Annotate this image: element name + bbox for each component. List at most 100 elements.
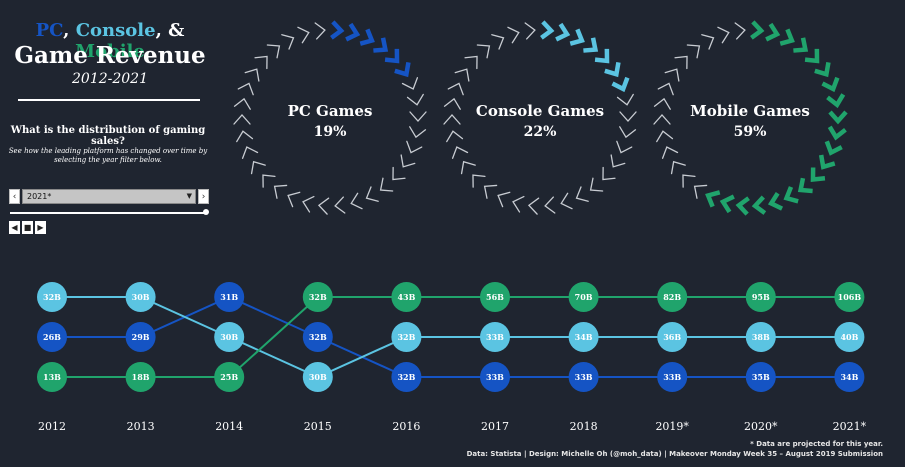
gauge-chevron: [345, 22, 361, 42]
gauge-chevron: [233, 114, 251, 125]
data-point-pc: [568, 362, 599, 392]
gauge-label: Mobile Games: [690, 102, 810, 120]
gauge-chevron: [544, 196, 556, 214]
gauge-pc: PC Games 19%: [233, 20, 427, 215]
x-tick-label: 2014: [215, 420, 243, 433]
play-forward-button[interactable]: ▶: [35, 221, 46, 234]
data-label-mobile: 95B: [752, 292, 770, 302]
data-point-mobile: [391, 282, 422, 312]
gauge-chevron: [464, 55, 478, 70]
data-label-mobile: 82B: [663, 292, 681, 302]
data-label-console: 30B: [309, 372, 327, 382]
gauge-chevron: [317, 197, 330, 215]
year-select[interactable]: 2021* ▼: [22, 189, 196, 204]
play-back-button[interactable]: ◀: [9, 221, 20, 234]
gauge-chevron: [610, 154, 626, 168]
gauge-chevron: [409, 111, 427, 122]
data-point-mobile: [745, 282, 776, 312]
gauge-chevron: [497, 191, 511, 208]
gauge-chevron: [409, 126, 427, 139]
gauge-percent: 19%: [314, 124, 347, 140]
gauge-chevron: [804, 48, 820, 64]
data-point-mobile: [214, 362, 245, 392]
gauge-chevron: [719, 194, 735, 214]
play-stop-button[interactable]: ■: [22, 221, 33, 234]
gauge-chevron: [483, 184, 498, 199]
data-label-console: 36B: [663, 332, 681, 342]
gauge-chevron: [334, 196, 346, 214]
series-line-console: [52, 296, 850, 379]
gauge-chevron: [589, 177, 604, 192]
x-tick-label: 2012: [38, 420, 66, 433]
gauge-chevron: [814, 62, 831, 78]
data-point-mobile: [657, 282, 688, 312]
gauge-chevron: [365, 186, 379, 202]
gauge-chevron: [821, 76, 840, 93]
gauge-chevron: [406, 93, 424, 106]
gauge-label: Console Games: [476, 102, 604, 120]
data-label-console: 38B: [752, 332, 770, 342]
data-point-pc: [834, 362, 865, 392]
gauge-chevron: [619, 126, 637, 139]
gauge-chevron: [254, 55, 268, 70]
x-tick-label: 2013: [127, 420, 155, 433]
gauge-mobile: Mobile Games 59%: [653, 20, 848, 216]
gauge-chevron: [281, 34, 295, 50]
gauge-percent: 59%: [734, 124, 767, 140]
gauge-chevron: [236, 130, 254, 143]
data-point-mobile: [125, 362, 156, 392]
gauge-chevron: [797, 177, 813, 194]
gauge-chevron: [443, 114, 461, 125]
data-label-pc: 33B: [575, 372, 593, 382]
data-label-pc: 32B: [397, 372, 415, 382]
gauge-chevron: [701, 34, 715, 50]
data-point-console: [745, 322, 776, 352]
gauge-chevron: [373, 37, 389, 53]
x-tick-label: 2015: [304, 420, 332, 433]
gauge-chevron: [828, 110, 848, 125]
year-slider-track[interactable]: [10, 212, 208, 214]
gauge-chevron: [394, 62, 411, 78]
gauge-chevron: [350, 192, 363, 210]
gauge-chevron: [524, 22, 536, 40]
gauge-chevron: [330, 20, 345, 40]
gauge-chevron: [827, 125, 847, 141]
data-label-console: 32B: [43, 292, 61, 302]
gauge-chevron: [250, 160, 266, 175]
x-tick-label: 2021*: [833, 420, 867, 433]
data-label-console: 33B: [486, 332, 504, 342]
x-tick-label: 2020*: [744, 420, 778, 433]
gauge-chevron: [472, 174, 486, 188]
gauge-chevron: [705, 190, 721, 208]
gauge-chevron: [765, 22, 781, 42]
page-title: Game Revenue: [14, 42, 206, 69]
data-point-mobile: [302, 282, 333, 312]
gauge-chevron: [527, 197, 540, 215]
next-year-button[interactable]: ›: [198, 189, 209, 204]
x-tick-label: 2017: [481, 420, 509, 433]
previous-year-button[interactable]: ‹: [9, 189, 20, 204]
gauge-chevron: [810, 167, 826, 183]
credits: Data: Statista | Design: Michelle Oh (@m…: [466, 450, 883, 458]
gauge-chevron: [241, 146, 259, 159]
gauge-chevron: [611, 76, 630, 93]
gauge-chevron: [491, 34, 505, 50]
gauge-chevron: [826, 93, 846, 109]
gauge-chevron: [670, 160, 686, 175]
data-label-pc: 35B: [752, 372, 770, 382]
year-slider-handle[interactable]: [203, 209, 209, 215]
gauge-chevron: [793, 37, 809, 53]
gauge-chevron: [451, 146, 469, 159]
gauge-chevron: [233, 97, 251, 110]
data-label-mobile: 43B: [397, 292, 415, 302]
data-label-mobile: 56B: [486, 292, 504, 302]
gauge-chevron: [446, 130, 464, 143]
gauge-chevron: [653, 97, 671, 110]
series-lines: [52, 295, 850, 379]
data-label-pc: 34B: [840, 372, 858, 382]
x-tick-label: 2016: [392, 420, 420, 433]
data-label-mobile: 18B: [132, 372, 150, 382]
data-label-pc: 32B: [309, 332, 327, 342]
data-point-console: [302, 362, 333, 392]
data-point-pc: [214, 282, 245, 312]
